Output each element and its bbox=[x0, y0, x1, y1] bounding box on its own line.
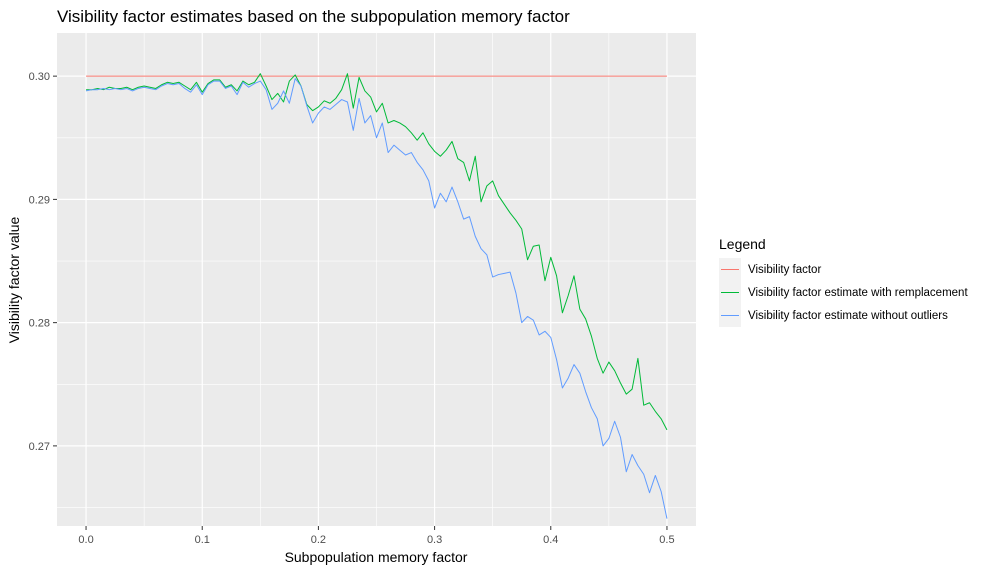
x-tick-label: 0.1 bbox=[195, 534, 210, 546]
x-tick-label: 0.5 bbox=[659, 534, 674, 546]
y-axis-title: Visibility factor value bbox=[6, 217, 22, 344]
y-tick-label: 0.30 bbox=[29, 71, 50, 83]
y-tick-label: 0.27 bbox=[29, 441, 50, 453]
x-tick-label: 0.3 bbox=[427, 534, 442, 546]
series-lines bbox=[85, 73, 668, 519]
legend-title: Legend bbox=[719, 236, 766, 252]
series-line-visibility-factor-estimate-without-outliers bbox=[85, 78, 668, 519]
chart-title: Visibility factor estimates based on the… bbox=[57, 7, 570, 26]
x-axis: 0.0 0.1 0.2 0.3 0.4 0.5 bbox=[78, 526, 675, 546]
legend-label-visibility-factor-estimate-without-outliers: Visibility factor estimate without outli… bbox=[748, 310, 948, 322]
x-axis-title: Subpopulation memory factor bbox=[285, 549, 468, 565]
legend-label-visibility-factor-estimate-with-remplacement: Visibility factor estimate with remplace… bbox=[748, 287, 968, 299]
legend-label-visibility-factor: Visibility factor bbox=[748, 264, 821, 276]
y-tick-label: 0.28 bbox=[29, 318, 50, 330]
y-tick-label: 0.29 bbox=[29, 194, 50, 206]
series-line-visibility-factor-estimate-with-remplacement bbox=[86, 73, 668, 431]
x-tick-label: 0.0 bbox=[78, 534, 93, 546]
y-axis: 0.27 0.28 0.29 0.30 bbox=[29, 71, 57, 453]
x-tick-label: 0.4 bbox=[543, 534, 558, 546]
x-tick-label: 0.2 bbox=[311, 534, 326, 546]
grid-minor bbox=[57, 33, 696, 526]
legend: Legend Visibility factor Visibility facto… bbox=[719, 236, 968, 327]
